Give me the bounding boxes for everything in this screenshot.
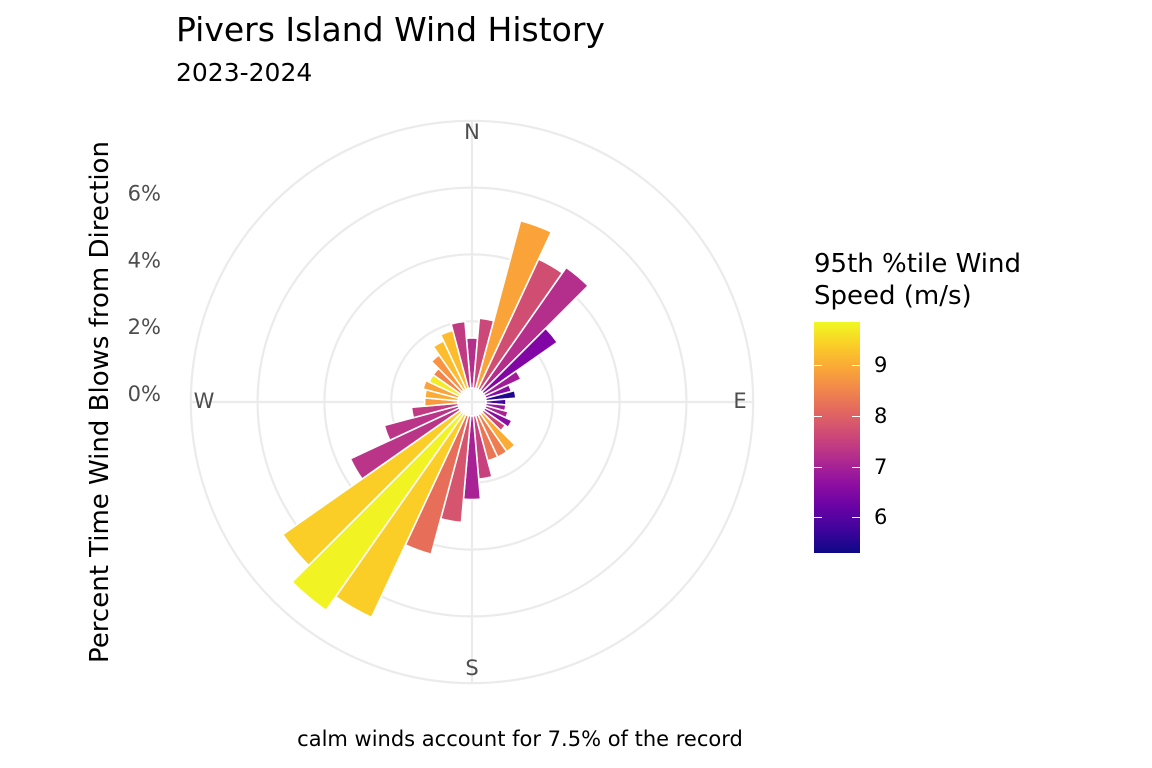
wind-bar (290, 410, 466, 612)
legend-tick (852, 466, 860, 468)
wind-bar (480, 327, 559, 396)
legend-title: 95th %tile Wind Speed (m/s) (814, 248, 1021, 312)
chart-subtitle: 2023-2024 (176, 58, 313, 87)
wind-bar (383, 404, 461, 442)
legend-tick (852, 365, 860, 367)
wind-bar (349, 406, 462, 481)
legend-tick (852, 415, 860, 417)
chart-caption: calm winds account for 7.5% of the recor… (297, 727, 743, 751)
legend-tick (814, 517, 822, 519)
chart-title: Pivers Island Wind History (176, 10, 605, 49)
wind-bar (474, 219, 553, 391)
wind-bar (482, 406, 513, 429)
wind-bar (478, 266, 590, 394)
r-tick-label: 6% (128, 182, 161, 206)
legend-label: 6 (874, 505, 888, 530)
r-tick-label: 4% (128, 248, 161, 272)
wind-bar (450, 320, 472, 390)
direction-label-e: E (733, 389, 746, 413)
wind-bar (281, 408, 464, 567)
legend-title-line2: Speed (m/s) (814, 281, 972, 311)
wind-bar (422, 379, 461, 400)
r-tick-label: 0% (128, 382, 161, 406)
legend-tick (814, 365, 822, 367)
direction-label-w: W (194, 389, 215, 413)
legend-tick (814, 466, 822, 468)
legend-label: 8 (874, 403, 888, 428)
direction-label-s: S (465, 656, 478, 680)
wind-bar (484, 389, 517, 402)
r-tick-label: 2% (128, 315, 161, 339)
wind-bar (410, 402, 460, 419)
legend-label: 9 (874, 353, 888, 378)
legend-tick (852, 517, 860, 519)
legend-colorbar (814, 322, 860, 553)
direction-label-n: N (464, 120, 480, 144)
legend-tick (814, 415, 822, 417)
legend-label: 7 (874, 454, 888, 479)
legend-title-line1: 95th %tile Wind (814, 249, 1021, 279)
wind-bar (482, 369, 523, 398)
